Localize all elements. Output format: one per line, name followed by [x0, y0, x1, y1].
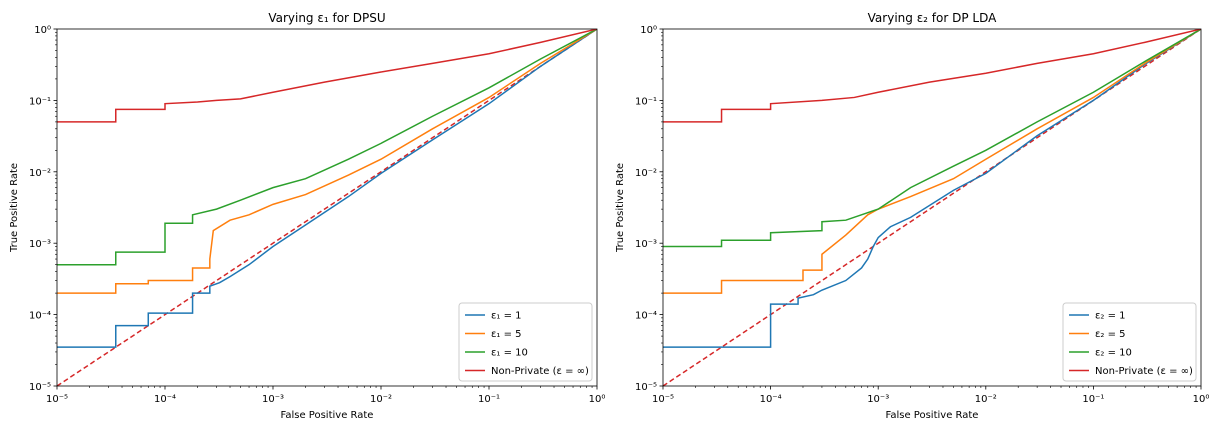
x-tick-label: 10⁻⁵ [46, 394, 68, 405]
chart-panel-2: 10⁻⁵ 10⁻⁴ 10⁻³ 10⁻² 10⁻¹ 10⁰ 10⁻⁵ 10⁻⁴ 10⁻³ 10⁻² 1… [615, 11, 1209, 421]
y-tick-label: 10⁰ [34, 25, 51, 36]
series-line-1 [57, 29, 597, 348]
series-line-3 [57, 29, 597, 266]
legend: ε₁ = 1 ε₁ = 5 ε₁ = 10 Non-Private (ε = ∞) [458, 302, 593, 382]
x-axis-label: False Positive Rate [281, 410, 374, 421]
legend-box [458, 302, 593, 382]
chart-title: Varying ε₁ for DPSU [268, 11, 385, 25]
legend-entry-3: ε₁ = 10 [491, 348, 528, 359]
series-line-3 [663, 29, 1201, 248]
x-tick-label: 10⁻⁴ [154, 394, 176, 405]
x-tick-label: 10⁰ [1193, 394, 1210, 405]
series-line-2 [663, 29, 1201, 294]
legend-entry-2: ε₁ = 5 [491, 329, 522, 340]
legend: ε₂ = 1 ε₂ = 5 ε₂ = 10 Non-Private (ε = ∞) [1062, 302, 1197, 382]
legend-entry-1: ε₁ = 1 [491, 311, 522, 322]
x-axis-label: False Positive Rate [886, 410, 979, 421]
legend-entry-4: Non-Private (ε = ∞) [491, 366, 589, 377]
legend-entry-3: ε₂ = 10 [1095, 348, 1132, 359]
y-axis-label: True Positive Rate [615, 163, 626, 253]
plot-lines [663, 29, 1201, 386]
x-tick-label: 10⁰ [589, 394, 606, 405]
series-line-1 [663, 29, 1201, 348]
series-line-4 [57, 29, 597, 123]
y-tick-label: 10⁻⁴ [635, 311, 657, 322]
y-tick-label: 10⁰ [640, 25, 657, 36]
axes-frame [662, 28, 1202, 387]
chart-title: Varying ε₂ for DP LDA [868, 11, 997, 25]
y-tick-label: 10⁻⁴ [29, 311, 51, 322]
random-guess-line [57, 29, 597, 386]
x-tick-label: 10⁻¹ [1082, 394, 1104, 405]
x-tick-label: 10⁻³ [867, 394, 889, 405]
y-tick-label: 10⁻² [635, 168, 657, 179]
axes-frame [56, 28, 598, 387]
legend-box [1062, 302, 1197, 382]
y-tick-label: 10⁻¹ [635, 96, 657, 107]
x-tick-label: 10⁻⁵ [652, 394, 674, 405]
y-tick-label: 10⁻⁵ [29, 382, 51, 393]
x-tick-label: 10⁻² [370, 394, 392, 405]
series-line-2 [57, 29, 597, 294]
legend-entry-1: ε₂ = 1 [1095, 311, 1126, 322]
chart-panel-1: 10⁻⁵ 10⁻⁴ 10⁻³ 10⁻² 10⁻¹ 10⁰ 10⁻⁵ 10⁻⁴ 10⁻³ 10⁻² 1… [9, 11, 605, 421]
y-tick-label: 10⁻⁵ [635, 382, 657, 393]
y-tick-label: 10⁻³ [635, 239, 657, 250]
y-axis-label: True Positive Rate [9, 163, 20, 253]
y-tick-label: 10⁻³ [29, 239, 51, 250]
x-tick-label: 10⁻⁴ [760, 394, 782, 405]
x-tick-label: 10⁻² [975, 394, 997, 405]
legend-entry-2: ε₂ = 5 [1095, 329, 1126, 340]
x-tick-label: 10⁻³ [262, 394, 284, 405]
plot-lines [57, 29, 597, 386]
y-tick-label: 10⁻² [29, 168, 51, 179]
legend-entry-4: Non-Private (ε = ∞) [1095, 366, 1193, 377]
series-line-4 [663, 29, 1201, 123]
y-tick-label: 10⁻¹ [29, 96, 51, 107]
x-tick-label: 10⁻¹ [478, 394, 500, 405]
